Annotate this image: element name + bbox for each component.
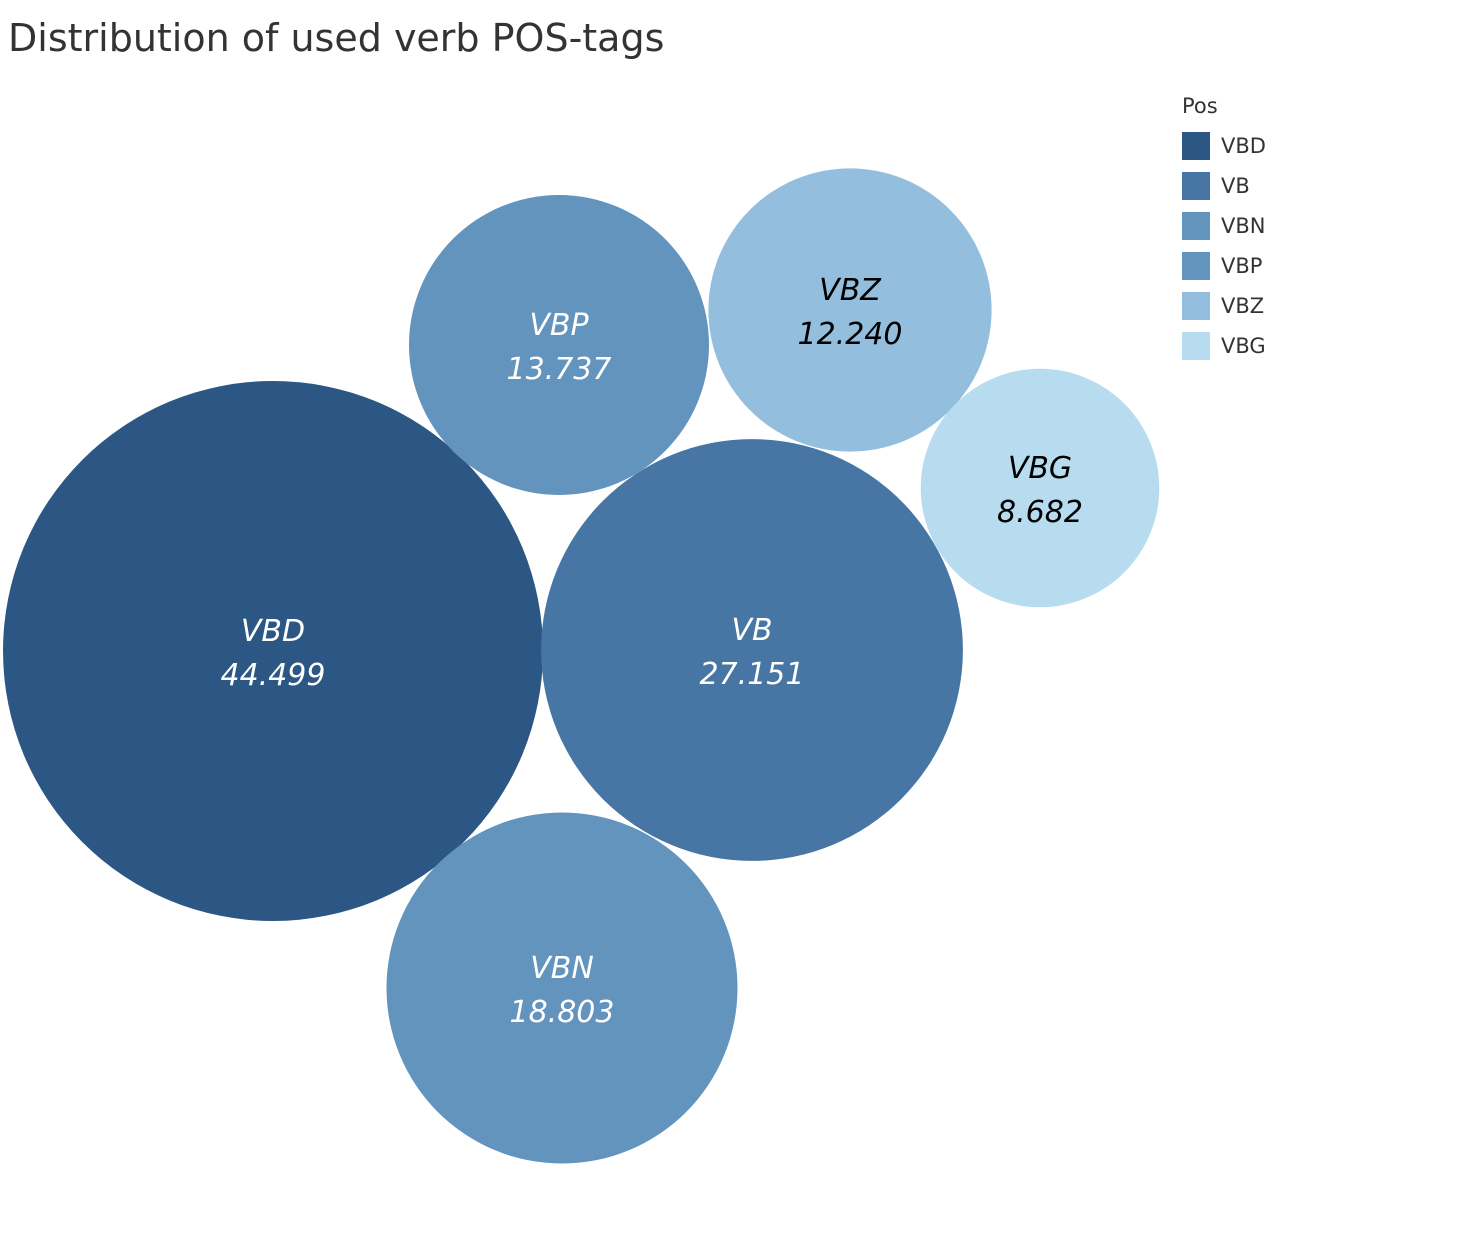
- bubble-value-vbp: 13.737: [507, 352, 612, 387]
- legend-item-vb[interactable]: VB: [1182, 166, 1266, 206]
- legend-item-vbg[interactable]: VBG: [1182, 326, 1266, 366]
- bubble-value-vbn: 18.803: [510, 995, 615, 1030]
- legend-swatch: [1182, 292, 1210, 320]
- bubble-vbd[interactable]: [3, 381, 543, 921]
- legend-label: VBN: [1221, 214, 1266, 238]
- legend-swatch: [1182, 332, 1210, 360]
- bubble-label-vbz: VBZ: [819, 273, 882, 308]
- legend-swatch: [1182, 132, 1210, 160]
- chart-title: Distribution of used verb POS-tags: [8, 16, 665, 60]
- legend: Pos VBD VB VBN VBP VBZ VBG: [1182, 94, 1266, 366]
- bubble-label-vbd: VBD: [241, 614, 305, 649]
- legend-item-vbn[interactable]: VBN: [1182, 206, 1266, 246]
- legend-swatch: [1182, 252, 1210, 280]
- legend-label: VBG: [1221, 334, 1266, 358]
- legend-title: Pos: [1182, 94, 1218, 118]
- bubble-label-vbp: VBP: [529, 308, 589, 343]
- legend-items: VBD VB VBN VBP VBZ VBG: [1182, 126, 1266, 366]
- bubble-label-vbn: VBN: [530, 951, 594, 986]
- legend-label: VBP: [1221, 254, 1263, 278]
- legend-item-vbz[interactable]: VBZ: [1182, 286, 1266, 326]
- legend-swatch: [1182, 212, 1210, 240]
- bubble-value-vbz: 12.240: [798, 317, 903, 352]
- legend-item-vbd[interactable]: VBD: [1182, 126, 1266, 166]
- bubble-vbz[interactable]: [708, 168, 992, 452]
- legend-label: VB: [1221, 174, 1250, 198]
- bubble-value-vb: 27.151: [700, 657, 805, 692]
- legend-item-vbp[interactable]: VBP: [1182, 246, 1266, 286]
- legend-label: VBD: [1221, 134, 1266, 158]
- bubble-label-vbg: VBG: [1008, 451, 1072, 486]
- bubble-vbn[interactable]: [386, 812, 738, 1164]
- legend-swatch: [1182, 172, 1210, 200]
- bubble-vbp[interactable]: [408, 194, 710, 496]
- bubble-vbg[interactable]: [920, 368, 1160, 608]
- bubble-value-vbd: 44.499: [221, 658, 326, 693]
- bubble-value-vbg: 8.682: [997, 495, 1083, 530]
- legend-label: VBZ: [1221, 294, 1265, 318]
- bubble-label-vb: VB: [731, 613, 772, 648]
- bubble-vb[interactable]: [541, 439, 963, 861]
